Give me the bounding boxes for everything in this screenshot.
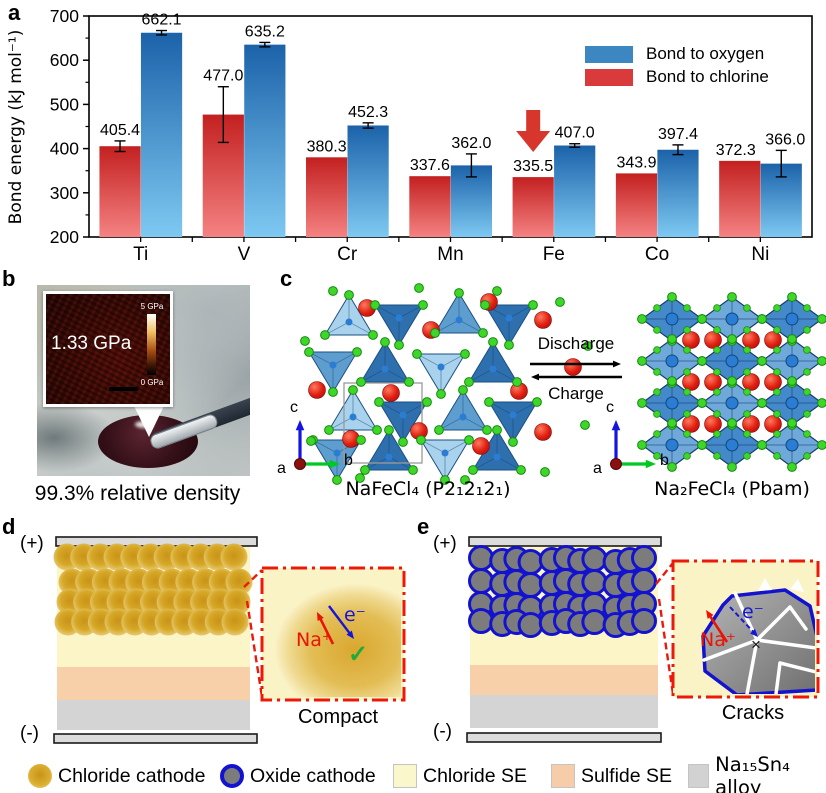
crystal-structures [294,283,826,485]
right-structure-formula: Na₂FeCl₄ (Pbam) [654,478,810,500]
electron-label-e: e⁻ [742,601,764,623]
axis-b-label-left: b [344,452,353,469]
panel-label-a: a [8,0,21,25]
svg-text:452.3: 452.3 [348,104,388,121]
y-axis-label: Bond energy (kJ mol⁻¹) [6,29,26,225]
pellet-photo: 1.33 GPa 5 GPa 0 GPa [37,285,250,476]
electron-label-d: e⁻ [344,604,366,626]
positive-electrode-label-d: (+) [20,533,44,554]
positive-electrode-label-e: (+) [433,533,457,554]
svg-text:600: 600 [50,50,79,70]
legend-chloride-cathode: Chloride cathode [28,763,205,789]
panel-label-d: d [2,514,16,539]
oxygen-swatch [585,45,633,63]
svg-text:V: V [238,244,251,265]
svg-text:380.3: 380.3 [307,138,347,155]
chloride-se-icon [393,764,417,788]
svg-text:635.2: 635.2 [245,23,285,40]
chart-legend-item-oxygen: Bond to oxygen [585,44,765,63]
oxygen-legend-label: Bond to oxygen [646,44,765,63]
negative-electrode-label-d: (-) [20,723,39,744]
alloy-icon [688,764,710,788]
legend-label: Chloride cathode [58,764,206,787]
cracks-caption: Cracks [721,702,785,724]
svg-text:397.4: 397.4 [658,126,698,143]
legend-oxide-cathode: Oxide cathode [220,763,376,789]
svg-text:500: 500 [50,94,79,114]
legend-sulfide-se: Sulfide SE [551,763,672,789]
chlorine-swatch [585,68,633,86]
svg-text:372.3: 372.3 [716,142,756,159]
svg-text:200: 200 [50,227,79,247]
svg-text:Ni: Ni [751,244,769,265]
svg-text:Cr: Cr [337,244,358,265]
svg-text:362.0: 362.0 [451,135,491,152]
discharge-label: Discharge [537,334,615,353]
legend-label: Sulfide SE [581,764,673,787]
panel-label-e: e [417,514,430,539]
cell-schematics [53,536,820,744]
svg-text:343.9: 343.9 [616,154,656,171]
check-icon: ✓ [348,641,369,668]
svg-text:407.0: 407.0 [555,125,595,142]
svg-text:Ti: Ti [133,244,148,265]
colorbar-min-label: 0 GPa [140,378,164,387]
chart-legend-item-chlorine: Bond to chlorine [585,67,769,86]
svg-text:405.4: 405.4 [100,122,140,139]
svg-text:366.0: 366.0 [765,131,805,148]
afm-colorbar [147,314,156,375]
legend-label: Oxide cathode [250,764,376,787]
svg-text:Co: Co [645,244,669,265]
cross-icon: × [751,635,761,654]
svg-text:Fe: Fe [543,244,565,265]
svg-text:477.0: 477.0 [203,68,243,85]
svg-text:337.6: 337.6 [410,157,450,174]
compact-caption: Compact [297,706,379,728]
svg-text:335.5: 335.5 [513,158,553,175]
sulfide-se-icon [551,764,575,788]
afm-scalebar [109,387,138,391]
chloride-cathode-icon [28,764,52,788]
charge-label: Charge [548,384,604,403]
na-ion-label-d: Na⁺ [296,629,332,651]
svg-text:700: 700 [50,6,79,26]
colorbar-max-label: 5 GPa [140,302,164,311]
negative-electrode-label-e: (-) [433,721,452,742]
bond-energy-bar-chart: 200 300 400 500 600 700 Ti V Cr Mn Fe Co Ni 405.4 662.… [50,6,813,265]
oxide-cathode-icon [220,764,244,788]
panel-label-b: b [2,266,16,291]
density-caption: 99.3% relative density [34,482,241,505]
svg-text:400: 400 [50,139,79,159]
axis-b-label-right: b [660,452,669,469]
legend-label: Chloride SE [423,764,528,787]
svg-text:300: 300 [50,183,79,203]
axis-c-label-left: c [290,399,298,416]
axis-a-label-left: a [277,460,286,477]
svg-text:662.1: 662.1 [142,12,182,29]
legend-alloy: Na₁₅Sn₄ alloy [688,753,826,793]
inset-pointer [134,406,164,437]
chlorine-legend-label: Bond to chlorine [646,67,769,86]
afm-inset: 1.33 GPa 5 GPa 0 GPa [43,291,173,407]
axis-a-label-right: a [593,460,602,477]
legend-chloride-se: Chloride SE [393,763,527,789]
svg-text:Mn: Mn [437,244,463,265]
afm-value: 1.33 GPa [51,333,132,354]
na-ion-label-e: Na⁺ [700,629,736,651]
legend-label: Na₁₅Sn₄ alloy [715,753,790,793]
left-structure-formula: NaFeCl₄ (P2₁2₁2₁) [345,478,511,500]
panel-label-c: c [280,266,293,291]
axis-c-label-right: c [606,399,614,416]
